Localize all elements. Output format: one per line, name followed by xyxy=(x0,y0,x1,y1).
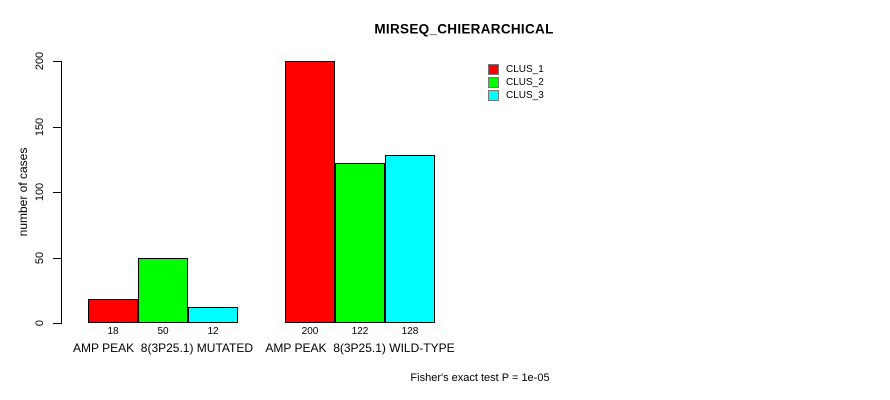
legend: CLUS_1 CLUS_2 CLUS_3 xyxy=(488,63,544,102)
y-axis-tick xyxy=(53,126,61,128)
legend-label: CLUS_3 xyxy=(506,90,544,101)
bar-clus_2-group2 xyxy=(335,163,385,323)
annotation-text: Fisher's exact test P = 1e-05 xyxy=(410,372,550,384)
bar-value-label: 200 xyxy=(301,326,319,337)
y-axis-line xyxy=(61,61,62,324)
legend-label: CLUS_2 xyxy=(506,77,544,88)
legend-swatch-clus_2 xyxy=(488,77,499,88)
bar-value-label: 128 xyxy=(401,326,419,337)
group-label: AMP PEAK 8(3P25.1) WILD-TYPE xyxy=(265,341,455,355)
legend-row: CLUS_1 xyxy=(488,63,544,76)
bar-clus_1-group2 xyxy=(285,61,335,323)
bar-value-label: 50 xyxy=(157,326,169,337)
group-label: AMP PEAK 8(3P25.1) MUTATED xyxy=(72,341,254,355)
y-axis-tick xyxy=(53,192,61,193)
y-axis-tick-label: 50 xyxy=(34,251,46,264)
legend-swatch-clus_3 xyxy=(488,90,499,101)
bar-clus_2-group1 xyxy=(138,257,188,323)
legend-label: CLUS_1 xyxy=(506,64,544,75)
y-axis-tick-label: 200 xyxy=(34,51,46,71)
y-axis-tick xyxy=(53,257,61,259)
y-axis-tick-label: 150 xyxy=(34,117,46,136)
y-axis-tick-label: 100 xyxy=(34,182,46,202)
chart-title: MIRSEQ_CHIERARCHICAL xyxy=(374,21,554,37)
bar-value-label: 18 xyxy=(107,326,119,337)
y-axis-tick xyxy=(53,61,61,62)
bar-clus_3-group2 xyxy=(385,155,435,323)
y-axis-tick xyxy=(53,323,61,324)
legend-row: CLUS_3 xyxy=(488,89,544,102)
legend-swatch-clus_1 xyxy=(488,64,499,75)
bar-value-label: 122 xyxy=(351,326,369,337)
bar-clus_3-group1 xyxy=(188,307,238,323)
bar-value-label: 12 xyxy=(207,326,219,337)
y-axis-tick-label: 0 xyxy=(34,319,46,327)
legend-row: CLUS_2 xyxy=(488,76,544,89)
y-axis-label: number of cases xyxy=(16,147,30,237)
bar-clus_1-group1 xyxy=(88,299,138,323)
